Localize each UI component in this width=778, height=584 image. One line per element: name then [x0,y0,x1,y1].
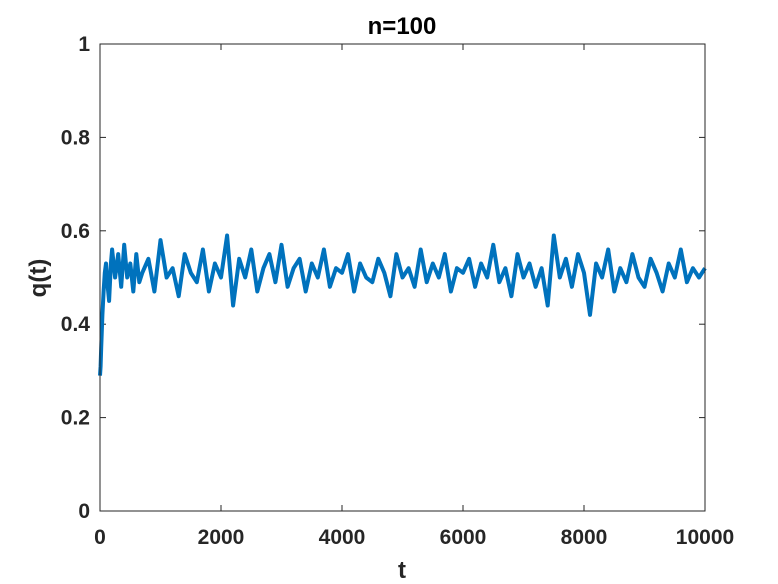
y-tick-label: 1 [78,33,90,56]
y-tick-label: 0.6 [61,220,90,243]
plot-frame [99,43,706,512]
x-axis-ticks: 0 2000 4000 6000 8000 10000 [94,44,734,549]
y-axis-label: q(t) [25,259,52,298]
y-tick-label: 0 [78,500,90,523]
y-tick-label: 0.8 [61,126,91,149]
chart-title: n=100 [368,13,437,40]
x-tick-label: 6000 [440,526,487,549]
x-tick-label: 10000 [676,526,734,549]
series-line [98,233,707,376]
y-tick-label: 0.4 [61,313,91,336]
x-tick-label: 0 [94,526,106,549]
x-tick-label: 2000 [198,526,245,549]
y-tick-label: 0.2 [61,407,90,430]
x-tick-label: 8000 [561,526,608,549]
x-tick-label: 4000 [319,526,366,549]
x-axis-label: t [398,557,406,584]
y-axis-ticks: 0 0.2 0.4 0.6 0.8 1 [61,33,705,523]
